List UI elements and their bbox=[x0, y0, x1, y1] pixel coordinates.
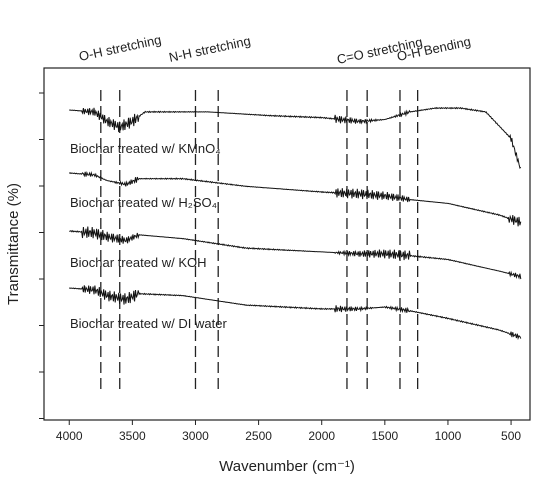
series-line bbox=[68, 285, 522, 341]
series-label-di-water: Biochar treated w/ DI water bbox=[70, 316, 227, 331]
x-tick-label: 3500 bbox=[119, 429, 146, 443]
plot-frame bbox=[43, 67, 531, 421]
series-label-h2so4: Biochar treated w/ H₂SO₄ bbox=[70, 195, 217, 210]
x-tick-label: 4000 bbox=[56, 429, 83, 443]
x-tick-label: 2500 bbox=[245, 429, 272, 443]
series-line bbox=[69, 106, 522, 169]
band-lines bbox=[100, 90, 419, 392]
series-line bbox=[69, 226, 522, 280]
x-tick-label: 1000 bbox=[435, 429, 462, 443]
x-axis-title: Wavenumber (cm⁻¹) bbox=[219, 458, 355, 475]
series-lines bbox=[68, 106, 522, 341]
band-label-oh-stretching: O-H stretching bbox=[78, 32, 163, 64]
series-label-koh: Biochar treated w/ KOH bbox=[70, 255, 207, 270]
x-tick-label: 1500 bbox=[371, 429, 398, 443]
series-label-kmno4: Biochar treated w/ KMnO₄ bbox=[70, 141, 221, 156]
series-line bbox=[68, 170, 522, 227]
x-tick-label: 2000 bbox=[308, 429, 335, 443]
x-tick-label: 500 bbox=[501, 429, 521, 443]
x-ticks: 4000 3500 3000 2500 2000 1500 1000 500 bbox=[56, 420, 521, 443]
x-tick-label: 3000 bbox=[182, 429, 209, 443]
y-ticks bbox=[39, 92, 44, 419]
y-axis-title: Transmittance (%) bbox=[5, 183, 22, 305]
band-label-nh-stretching: N-H stretching bbox=[168, 33, 252, 65]
